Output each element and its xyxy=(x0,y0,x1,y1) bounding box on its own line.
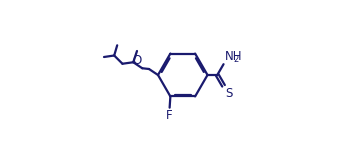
Text: 2: 2 xyxy=(234,55,239,64)
Text: O: O xyxy=(132,54,142,67)
Text: NH: NH xyxy=(225,50,242,63)
Text: S: S xyxy=(225,87,232,100)
Text: F: F xyxy=(166,109,173,122)
